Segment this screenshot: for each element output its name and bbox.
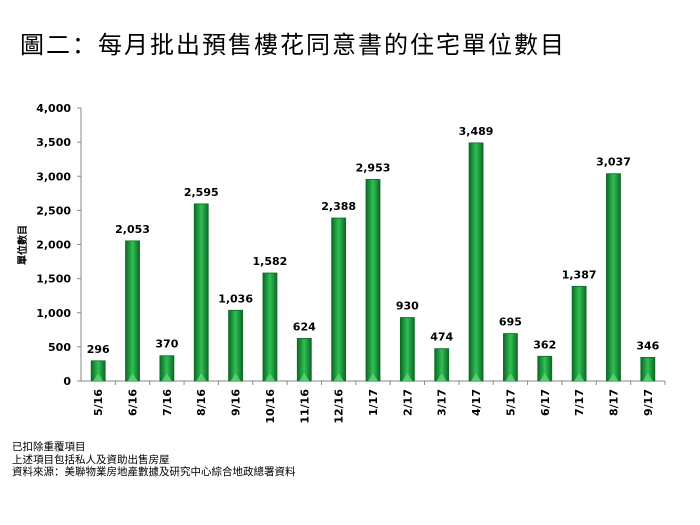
note-dedup: 已扣除重覆項目 xyxy=(12,441,86,453)
bar-4/17 xyxy=(468,142,484,382)
data-label: 346 xyxy=(636,339,659,352)
page-title: 圖二：每月批出預售樓花同意書的住宅單位數目 xyxy=(20,31,566,59)
bar-8/16 xyxy=(193,203,209,382)
bar-10/16 xyxy=(262,272,278,382)
bar-base-highlight xyxy=(436,373,447,381)
x-tick-label: 12/16 xyxy=(333,389,346,424)
bar-8/17 xyxy=(606,173,621,382)
data-label: 624 xyxy=(293,320,316,333)
bar-base-highlight xyxy=(471,373,482,381)
x-tick-label: 6/17 xyxy=(539,389,552,416)
bar-7/17 xyxy=(571,285,587,382)
y-tick-label: 3,000 xyxy=(36,170,71,183)
bar-base-highlight xyxy=(642,373,653,381)
y-tick-label: 1,000 xyxy=(36,307,71,320)
data-label: 3,489 xyxy=(459,125,494,138)
footnotes: 已扣除重覆項目 上述項目包括私人及資助出售房屋 資料來源：美聯物業房地產數據及研… xyxy=(12,441,296,479)
x-tick-label: 1/17 xyxy=(367,389,380,416)
data-label: 1,387 xyxy=(562,268,597,281)
x-tick-label: 4/17 xyxy=(470,389,483,416)
x-tick-label: 9/17 xyxy=(642,389,655,416)
bar-base-highlight xyxy=(368,373,378,381)
data-label: 370 xyxy=(155,338,178,351)
data-label: 1,582 xyxy=(253,255,288,268)
bar-base-highlight xyxy=(574,373,585,381)
bar-base-highlight xyxy=(127,373,138,381)
bar-9/16 xyxy=(228,309,243,382)
data-label: 296 xyxy=(87,343,110,356)
x-tick-label: 6/16 xyxy=(127,389,140,416)
bar-base-highlight xyxy=(402,373,413,381)
data-label: 2,388 xyxy=(321,200,356,213)
y-axis-label: 單位數目 xyxy=(16,225,29,265)
note-source: 資料來源：美聯物業房地產數據及研究中心綜合地政總署資料 xyxy=(12,466,296,478)
y-tick-label: 1,500 xyxy=(36,273,71,286)
bar-6/16 xyxy=(125,240,140,382)
data-label: 3,037 xyxy=(596,156,631,169)
y-tick-label: 2,000 xyxy=(36,239,71,252)
x-tick-label: 5/17 xyxy=(504,389,517,416)
x-tick-label: 2/17 xyxy=(401,389,414,416)
bar-base-highlight xyxy=(93,373,104,381)
data-label: 695 xyxy=(499,316,522,329)
bar-base-highlight xyxy=(299,373,310,381)
x-tick-label: 8/16 xyxy=(195,389,208,416)
y-tick-label: 3,500 xyxy=(36,136,71,149)
bar-base-highlight xyxy=(230,373,241,381)
bar-2/17 xyxy=(399,317,415,382)
x-tick-label: 5/16 xyxy=(92,389,105,416)
bar-base-highlight xyxy=(161,373,172,381)
y-tick-label: 500 xyxy=(48,341,71,354)
data-label: 2,595 xyxy=(184,186,219,199)
y-tick-label: 2,500 xyxy=(36,204,71,217)
x-tick-label: 3/17 xyxy=(436,389,449,416)
y-tick-label: 4,000 xyxy=(36,102,71,115)
bar-base-highlight xyxy=(539,373,550,381)
note-scope: 上述項目包括私人及資助出售房屋 xyxy=(12,453,170,466)
data-label: 362 xyxy=(533,338,556,351)
bar-12/16 xyxy=(331,217,347,382)
x-tick-label: 8/17 xyxy=(607,389,620,416)
bar-base-highlight xyxy=(333,373,344,381)
bar-chart: 0 500 1,000 1,500 2,000 2,500 3,000 3,500 4,000 5… xyxy=(16,102,666,424)
data-label: 1,036 xyxy=(218,292,253,305)
x-tick-label: 11/16 xyxy=(298,389,311,424)
bar-base-highlight xyxy=(505,373,516,381)
y-tick-label: 0 xyxy=(63,375,71,388)
bar-base-highlight xyxy=(264,373,275,381)
data-label: 930 xyxy=(396,300,419,313)
data-label: 474 xyxy=(430,331,453,344)
bar-1/17 xyxy=(365,179,381,382)
x-tick-label: 10/16 xyxy=(264,389,277,424)
x-tick-label: 7/16 xyxy=(161,389,174,416)
bar-base-highlight xyxy=(608,373,619,381)
x-tick-label: 9/16 xyxy=(230,389,243,416)
bar-base-highlight xyxy=(196,373,207,381)
x-tick-label: 7/17 xyxy=(573,389,586,416)
data-label: 2,053 xyxy=(115,223,150,236)
data-label: 2,953 xyxy=(356,161,391,174)
